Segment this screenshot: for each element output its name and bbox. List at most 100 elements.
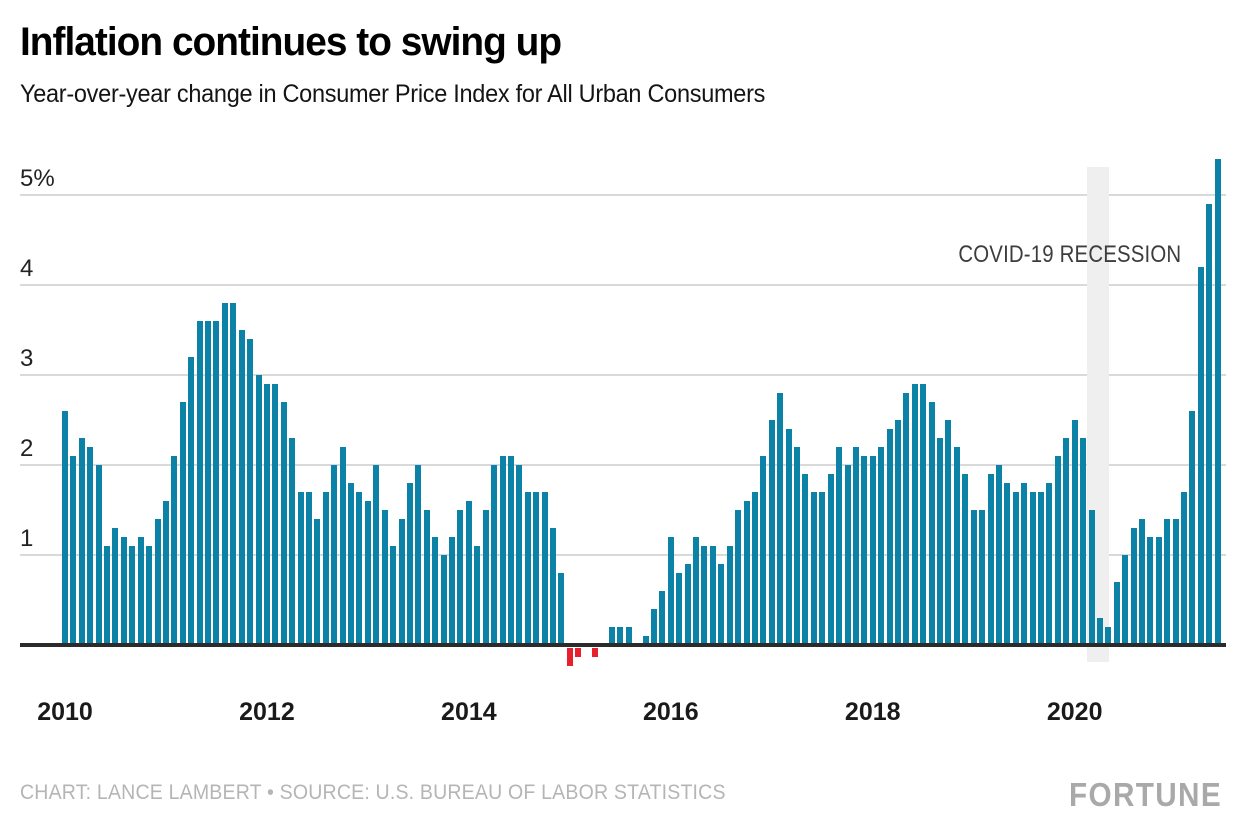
bar-2016-03 xyxy=(684,564,691,645)
bar-2017-07 xyxy=(819,492,826,645)
bar-2010-05 xyxy=(95,465,102,645)
bar-2012-04 xyxy=(289,438,296,645)
bar-2018-06 xyxy=(911,384,918,645)
bar-2021-03 xyxy=(1189,411,1196,645)
bar-2019-02 xyxy=(979,510,986,645)
bar-2016-09 xyxy=(735,510,742,645)
bar-2014-07 xyxy=(516,465,523,645)
bar-2017-10 xyxy=(844,465,851,645)
bar-2010-10 xyxy=(137,537,144,645)
chart-subtitle: Year-over-year change in Consumer Price … xyxy=(20,80,766,108)
bar-2011-07 xyxy=(213,321,220,645)
bar-2020-05 xyxy=(1105,627,1112,645)
gridline-4 xyxy=(20,284,1226,286)
bar-2019-08 xyxy=(1029,492,1036,645)
bar-2014-01 xyxy=(465,501,472,645)
bar-2012-02 xyxy=(272,384,279,645)
bar-2011-12 xyxy=(255,375,262,645)
bar-2020-04 xyxy=(1096,618,1103,645)
bar-2019-11 xyxy=(1054,456,1061,645)
bar-2012-08 xyxy=(322,492,329,645)
bar-2012-12 xyxy=(356,492,363,645)
bar-2013-05 xyxy=(398,519,405,645)
bar-2015-04 xyxy=(592,648,599,657)
bar-2020-08 xyxy=(1130,528,1137,645)
bar-2020-10 xyxy=(1147,537,1154,645)
bar-2019-01 xyxy=(970,510,977,645)
bar-2016-07 xyxy=(718,564,725,645)
bar-2014-04 xyxy=(491,465,498,645)
bar-2018-08 xyxy=(928,402,935,645)
bar-2012-07 xyxy=(314,519,321,645)
bar-2011-04 xyxy=(188,357,195,645)
bar-2011-05 xyxy=(196,321,203,645)
bar-2015-12 xyxy=(659,591,666,645)
bar-2010-09 xyxy=(129,546,136,645)
bar-2018-10 xyxy=(945,420,952,645)
bar-2016-06 xyxy=(709,546,716,645)
fortune-logo: FORTUNE xyxy=(1069,776,1222,813)
y-tick-label-4: 4 xyxy=(20,255,34,282)
bar-2015-10 xyxy=(642,636,649,645)
bar-2015-06 xyxy=(608,627,615,645)
x-tick-label-2014: 2014 xyxy=(441,698,497,726)
bar-2010-03 xyxy=(78,438,85,645)
bar-2021-02 xyxy=(1181,492,1188,645)
gridline-5 xyxy=(20,194,1226,196)
bar-2010-04 xyxy=(87,447,94,645)
x-tick-label-2010: 2010 xyxy=(37,698,93,726)
bar-2013-12 xyxy=(457,510,464,645)
bar-2015-07 xyxy=(617,627,624,645)
bar-2013-10 xyxy=(440,555,447,645)
bar-2018-07 xyxy=(920,384,927,645)
page-title: Inflation continues to swing up xyxy=(20,20,562,64)
bar-2011-01 xyxy=(162,501,169,645)
bar-2014-11 xyxy=(550,528,556,645)
bar-2014-09 xyxy=(533,492,540,645)
bar-2017-05 xyxy=(802,474,809,645)
bar-2020-03 xyxy=(1088,510,1095,645)
y-tick-label-5: 5% xyxy=(20,165,55,192)
y-tick-label-1: 1 xyxy=(20,525,34,552)
bar-2012-01 xyxy=(263,384,270,645)
bar-2013-06 xyxy=(406,483,413,645)
bar-2016-04 xyxy=(693,537,700,645)
bar-2019-07 xyxy=(1021,483,1028,645)
gridline-3 xyxy=(20,374,1226,376)
bar-2010-07 xyxy=(112,528,119,645)
bar-2012-09 xyxy=(331,465,338,645)
bar-2020-12 xyxy=(1164,519,1171,645)
bar-2019-06 xyxy=(1012,492,1019,645)
bar-2011-08 xyxy=(221,303,228,645)
bar-2017-03 xyxy=(785,429,792,645)
bar-2012-05 xyxy=(297,492,304,645)
x-axis-baseline xyxy=(20,643,1226,647)
bar-2021-04 xyxy=(1197,267,1204,645)
bar-2016-10 xyxy=(743,501,750,645)
bar-2017-09 xyxy=(836,447,843,645)
bar-2014-12 xyxy=(558,573,565,645)
bar-2018-03 xyxy=(886,429,893,645)
bar-2020-01 xyxy=(1071,420,1078,645)
bar-2015-01 xyxy=(566,648,573,666)
bar-2013-09 xyxy=(432,537,439,645)
bar-2019-12 xyxy=(1063,438,1070,645)
bar-2018-05 xyxy=(903,393,910,645)
bar-2017-06 xyxy=(810,492,817,645)
bar-2015-02 xyxy=(575,648,582,657)
bar-2019-03 xyxy=(987,474,994,645)
bar-2014-02 xyxy=(474,546,481,645)
bar-2020-09 xyxy=(1138,519,1145,645)
x-tick-label-2012: 2012 xyxy=(239,698,295,726)
gridline-2 xyxy=(20,464,1226,466)
bar-2010-08 xyxy=(120,537,127,645)
bar-2017-04 xyxy=(794,447,801,645)
x-tick-label-2016: 2016 xyxy=(642,698,699,726)
bar-2016-08 xyxy=(726,546,733,645)
bar-2016-01 xyxy=(667,537,674,645)
bar-2013-04 xyxy=(390,546,397,645)
bar-2017-12 xyxy=(861,456,868,645)
bar-2013-07 xyxy=(415,465,422,645)
bar-2011-06 xyxy=(205,321,212,645)
